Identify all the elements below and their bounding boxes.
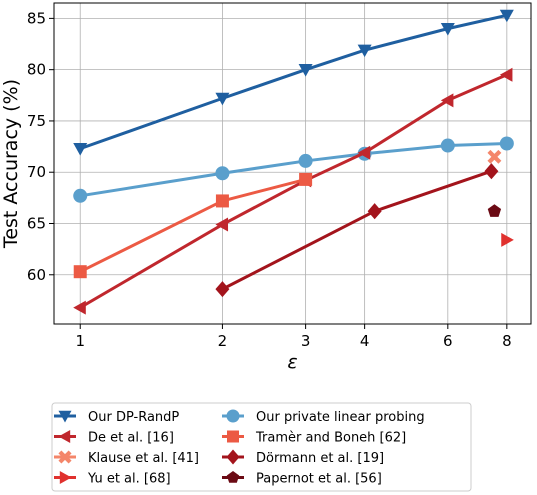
data-point [440, 138, 455, 153]
legend-item-dormann-et-al-19: Dörmann et al. [19] [222, 449, 384, 466]
legend-label: Our private linear probing [256, 410, 425, 425]
data-point-stroke [487, 149, 502, 164]
series-papernot-et-al-56 [487, 204, 502, 217]
data-point [215, 217, 229, 232]
data-point [73, 188, 88, 203]
data-point [73, 300, 86, 315]
y-tick-label: 75 [27, 112, 46, 130]
y-tick-label: 65 [27, 214, 46, 232]
legend-label: Dörmann et al. [19] [256, 451, 384, 466]
data-point [215, 281, 230, 298]
data-point [499, 9, 514, 23]
data-point [73, 265, 87, 279]
x-tick-label: 8 [502, 332, 512, 350]
x-tick-label: 2 [218, 332, 228, 350]
series-line [79, 73, 508, 309]
data-point [501, 232, 514, 247]
series-yu-et-al-68 [501, 232, 514, 247]
data-point [440, 23, 455, 36]
data-point [440, 93, 454, 108]
legend-swatch-marker [226, 471, 240, 483]
data-point [487, 149, 502, 164]
data-point [299, 172, 313, 186]
data-point [357, 44, 372, 58]
series-line [79, 177, 306, 274]
x-tick-label: 4 [360, 332, 370, 350]
series-layer [73, 9, 514, 315]
legend-item-our-dp-randp: Our DP-RandP [54, 410, 179, 425]
legend-item-de-et-al-16: De et al. [16] [54, 430, 174, 446]
legend-label: Yu et al. [68] [87, 472, 171, 487]
series-dormann-et-al-19 [215, 163, 499, 298]
legend-item-our-private-linear-probing: Our private linear probing [222, 409, 425, 425]
data-point [215, 166, 230, 181]
y-tick-label: 80 [27, 61, 46, 79]
legend-swatch-marker-stroke [58, 450, 72, 464]
y-tick-label: 85 [27, 9, 46, 27]
data-point [484, 163, 499, 180]
data-point [499, 136, 514, 151]
series-de-et-al-16 [73, 67, 513, 315]
y-tick-label: 60 [27, 266, 46, 284]
legend-swatch-marker [226, 409, 240, 423]
legend-item-klause-et-al-41: Klause et al. [41] [54, 450, 199, 466]
y-tick-label: 70 [27, 163, 46, 181]
x-tick-label: 3 [301, 332, 311, 350]
x-tick-label: 6 [443, 332, 453, 350]
data-point [215, 92, 230, 106]
series-line [79, 13, 508, 151]
legend-swatch-marker [58, 450, 72, 464]
legend-item-tramer-and-boneh-62: Tramèr and Boneh [62] [222, 430, 406, 446]
data-point [298, 64, 313, 77]
series-line [79, 142, 507, 198]
data-point [215, 194, 229, 208]
legend-label: Tramèr and Boneh [62] [255, 431, 406, 446]
legend-item-papernot-et-al-56: Papernot et al. [56] [222, 471, 382, 487]
axis-ticks: 1 2 3 4 6 8 60 65 70 75 80 85 [27, 9, 512, 350]
legend: Our DP-RandP Our private linear probing De… [51, 402, 472, 492]
x-axis-label: ε [287, 351, 297, 373]
plot-area-frame [53, 2, 532, 325]
legend-item-yu-et-al-68: Yu et al. [68] [54, 471, 171, 487]
series-our-private-linear-probing [73, 136, 514, 203]
legend-label: Klause et al. [41] [88, 451, 199, 466]
series-our-dp-randp [73, 9, 514, 156]
data-point [487, 204, 502, 217]
legend-swatch-marker [227, 430, 239, 443]
data-point [73, 143, 88, 156]
legend-label: Our DP-RandP [88, 410, 179, 425]
legend-swatch-marker [59, 471, 72, 484]
legend-swatch-marker [226, 449, 240, 465]
legend-swatch-marker [58, 430, 71, 443]
legend-label: Papernot et al. [56] [256, 472, 382, 487]
data-point [367, 203, 382, 220]
legend-box [51, 402, 472, 492]
legend-swatch-marker [58, 410, 72, 423]
series-line [221, 169, 492, 291]
data-point [357, 145, 371, 160]
series-tramer-and-boneh-62 [73, 172, 313, 279]
y-axis-label: Test Accuracy (%) [0, 79, 22, 249]
legend-label: De et al. [16] [88, 431, 174, 446]
x-tick-label: 1 [75, 332, 85, 350]
data-point [298, 153, 313, 168]
series-klause-et-al-41 [487, 149, 502, 164]
data-point [499, 67, 513, 82]
